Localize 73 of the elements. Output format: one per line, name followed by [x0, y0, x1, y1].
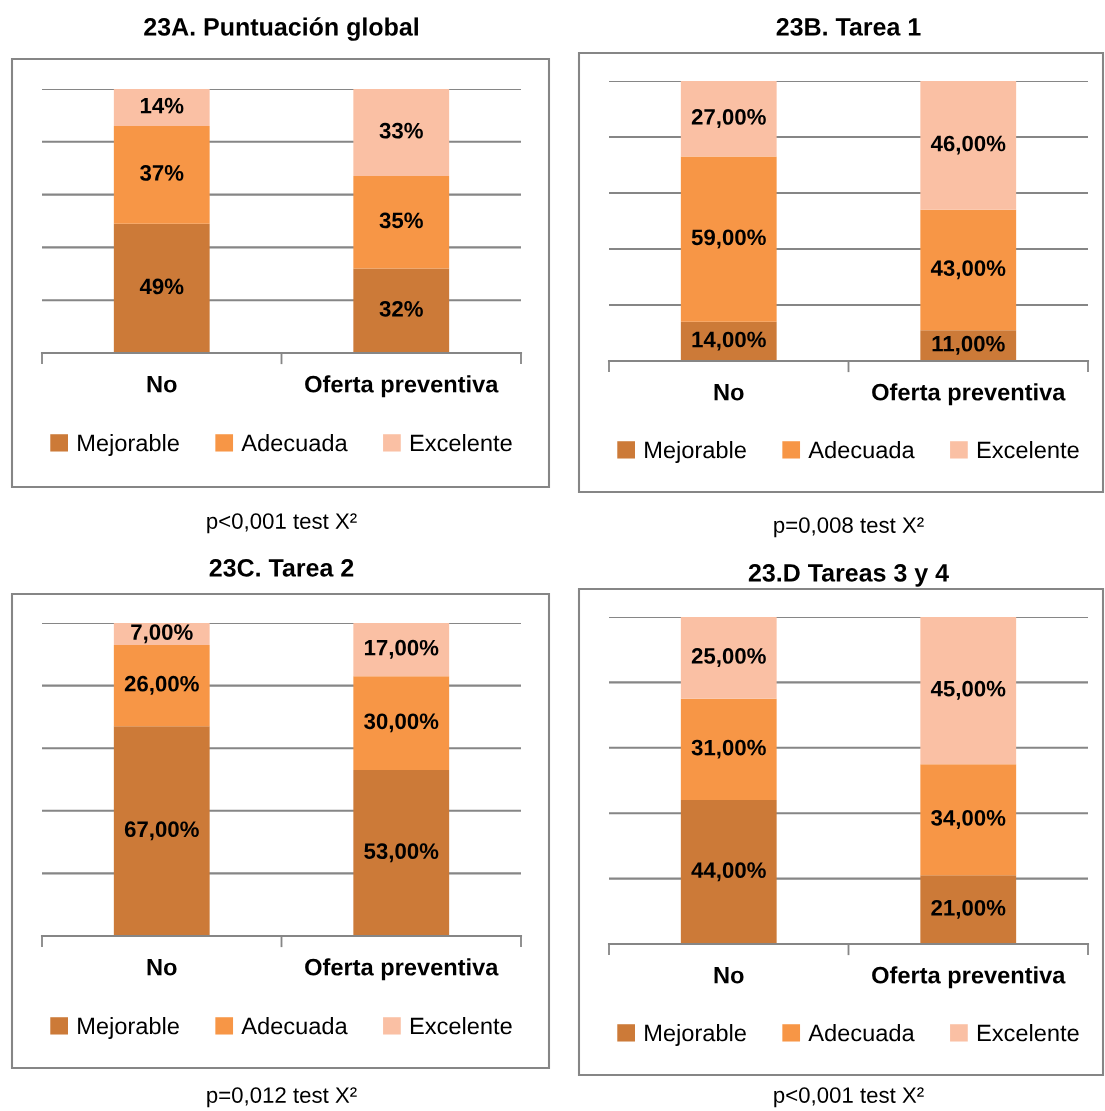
- x-tick-label: Oferta preventiva: [305, 375, 499, 398]
- bar: [113, 223, 210, 353]
- legend-label: Excelente: [977, 1023, 1079, 1042]
- x-tick-label: No: [147, 376, 177, 393]
- data-label: 27,00%: [691, 109, 766, 128]
- legend-label: Adecuada: [241, 433, 348, 452]
- data-label: 26,00%: [124, 675, 199, 695]
- data-label: 53,00%: [364, 843, 439, 863]
- chart-title: 23C. Tarea 2: [209, 559, 354, 577]
- x-tick-label: No: [147, 959, 177, 976]
- x-tick-label: No: [714, 384, 744, 401]
- legend-label: Mejorable: [645, 440, 746, 464]
- bar: [680, 617, 777, 699]
- bar: [113, 89, 210, 126]
- data-label: 34,00%: [931, 809, 1006, 829]
- data-label: 46,00%: [930, 135, 1006, 155]
- bar: [353, 176, 450, 269]
- text: p=0,012 test X²: [207, 1087, 357, 1108]
- legend-label: Excelente: [410, 1016, 512, 1035]
- data-label: 59,00%: [691, 229, 766, 249]
- legend-label: Excelente: [977, 440, 1079, 459]
- data-label: 31,00%: [691, 739, 766, 759]
- data-label: 21,00%: [931, 899, 1006, 919]
- text: p<0,001 test X²: [774, 1087, 924, 1108]
- data-label: 25,00%: [691, 648, 766, 668]
- legend-label: Adecuada: [808, 440, 915, 459]
- data-label: 33%: [379, 122, 423, 139]
- bar: [680, 698, 777, 801]
- legend-label: Adecuada: [241, 1016, 348, 1035]
- bar: [353, 268, 450, 353]
- data-label: 32%: [379, 300, 423, 317]
- data-label: 30,00%: [364, 713, 439, 733]
- data-label: 37%: [140, 165, 184, 181]
- chart-title: 23B. Tarea 1: [776, 18, 921, 36]
- bar: [680, 800, 777, 944]
- bar: [680, 156, 777, 322]
- x-tick-label: No: [714, 967, 744, 984]
- bar: [353, 623, 450, 677]
- data-label: 67,00%: [124, 821, 199, 841]
- chart-title: 23.D Tareas 3 y 4: [748, 564, 949, 587]
- bar: [353, 676, 450, 771]
- chart-title: 23A. Puntuación global: [144, 17, 418, 41]
- data-label: 45,00%: [930, 680, 1006, 700]
- bar: [113, 726, 210, 936]
- bar: [920, 764, 1017, 876]
- bar: [920, 617, 1017, 765]
- legend-label: Adecuada: [808, 1023, 915, 1042]
- data-label: 7,00%: [131, 624, 193, 644]
- bar: [920, 875, 1017, 944]
- legend-label: Excelente: [410, 433, 512, 452]
- data-label: 35%: [379, 212, 423, 229]
- data-label: 17,00%: [364, 639, 439, 659]
- bar: [113, 644, 210, 727]
- text: p=0,008 test X²: [774, 517, 924, 538]
- data-label: 11,00%: [932, 335, 1005, 355]
- legend-label: Mejorable: [78, 433, 179, 456]
- x-tick-label: Oferta preventiva: [872, 966, 1066, 989]
- bar: [680, 81, 777, 157]
- bar: [353, 770, 450, 936]
- x-tick-label: Oferta preventiva: [305, 958, 499, 981]
- data-label: 49%: [139, 278, 184, 295]
- bar: [353, 89, 450, 177]
- text: p<0,001 test X²: [207, 513, 357, 534]
- bar: [920, 209, 1017, 331]
- data-label: 43,00%: [930, 260, 1006, 280]
- x-tick-label: Oferta preventiva: [872, 383, 1066, 406]
- data-label: 14%: [140, 97, 184, 114]
- data-label: 14,00%: [692, 331, 766, 351]
- bar: [113, 125, 210, 224]
- data-label: 44,00%: [691, 862, 766, 882]
- bar: [920, 81, 1017, 210]
- legend-label: Mejorable: [645, 1023, 746, 1047]
- legend-label: Mejorable: [78, 1016, 179, 1040]
